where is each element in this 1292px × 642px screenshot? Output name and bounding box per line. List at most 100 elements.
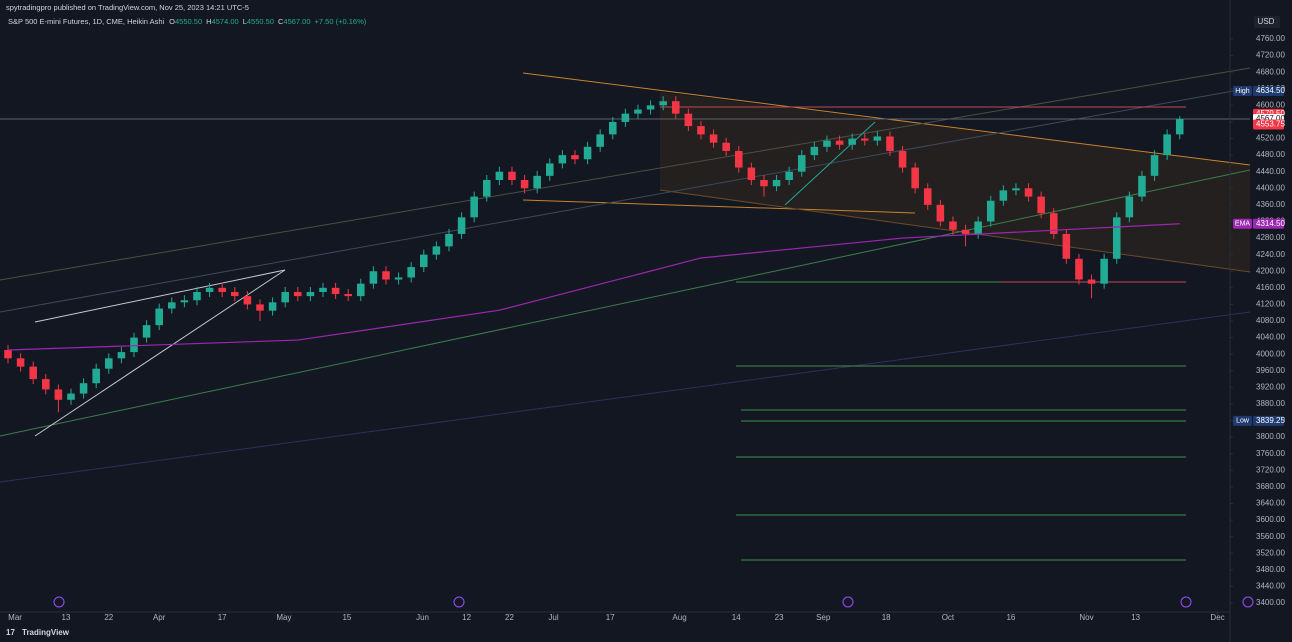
candle-body — [205, 287, 214, 292]
candle-body — [911, 167, 919, 189]
x-tick-label: Nov — [1079, 613, 1093, 622]
y-tick-label: 3440.00 — [1256, 582, 1285, 591]
candle-body — [508, 171, 516, 181]
candle-body — [848, 138, 856, 145]
candle-body — [42, 379, 50, 390]
x-tick-label: 13 — [62, 613, 71, 622]
ohlc-value: 4550.50 — [247, 17, 274, 26]
candle-body — [634, 109, 642, 114]
candle-body — [294, 291, 302, 297]
candle-body — [1100, 258, 1108, 284]
change: +7.50 (+0.16%) — [315, 17, 367, 26]
event-icons — [53, 596, 1254, 608]
y-tick-label: 4720.00 — [1256, 51, 1285, 60]
candle-body — [659, 101, 667, 106]
candle-body — [747, 167, 756, 181]
candle-body — [646, 105, 655, 110]
y-tick-label: 3560.00 — [1256, 532, 1285, 541]
price-tag-name: Low — [1236, 418, 1250, 425]
candle-body — [961, 229, 970, 234]
candle-body — [16, 358, 25, 367]
y-tick-label: 4160.00 — [1256, 283, 1285, 292]
price-tag-name-box — [1233, 415, 1252, 426]
x-tick-label: Mar — [8, 613, 22, 622]
currency[interactable]: USD — [1258, 17, 1275, 26]
x-tick-label: 22 — [104, 613, 113, 622]
candle-body — [79, 383, 88, 394]
x-tick-label: 18 — [882, 613, 891, 622]
candle-body — [1163, 134, 1171, 156]
y-tick-label: 3720.00 — [1256, 465, 1285, 474]
candle-body — [482, 180, 491, 197]
trend-line — [34, 269, 286, 323]
candle-body — [54, 389, 63, 400]
event-icon[interactable] — [1242, 596, 1254, 608]
candle-body — [243, 296, 252, 305]
price-tag-label: 4579.50 — [1256, 109, 1285, 118]
candle-body — [583, 146, 592, 160]
price-tag-name-box — [1233, 218, 1252, 229]
event-icon[interactable] — [453, 596, 465, 608]
candle-body — [231, 291, 239, 297]
x-tick-label: Oct — [942, 613, 955, 622]
ohlc-value: 4567.00 — [283, 17, 310, 26]
candle-body — [394, 277, 403, 280]
ohlc-key: L — [243, 17, 247, 26]
candle-body — [986, 200, 995, 222]
candle-body — [810, 146, 819, 156]
y-tick-label: 3480.00 — [1256, 565, 1285, 574]
candle-body — [92, 368, 100, 384]
ohlc-value: 4574.00 — [212, 17, 239, 26]
channel-fill — [660, 92, 1250, 272]
price-tag-name: EMA — [1235, 221, 1251, 228]
y-tick-label: 4120.00 — [1256, 300, 1285, 309]
y-tick-label: 4000.00 — [1256, 349, 1285, 358]
candle-body — [319, 287, 327, 292]
candle-body — [1037, 196, 1045, 214]
candle-body — [268, 302, 277, 311]
trend-line — [522, 199, 916, 214]
candle-body — [142, 325, 151, 338]
price-tag-label: 4553.75 — [1256, 120, 1285, 129]
candle-body — [520, 180, 529, 189]
candle-body — [1175, 119, 1184, 135]
legend: S&P 500 E-mini Futures, 1D, CME, Heikin … — [8, 17, 367, 26]
candle-body — [357, 283, 365, 297]
candle-body — [281, 291, 289, 303]
trend-line — [784, 121, 876, 206]
event-icon[interactable] — [1180, 596, 1192, 608]
candle-body — [193, 291, 201, 301]
candle-body — [155, 308, 163, 326]
trend-line — [659, 189, 1251, 273]
candle-body — [1138, 175, 1146, 197]
y-tick-label: 4760.00 — [1256, 34, 1285, 43]
candle-body — [1062, 233, 1071, 259]
candle-body — [1087, 279, 1096, 284]
y-tick-label: 4360.00 — [1256, 200, 1285, 209]
event-icon[interactable] — [53, 596, 65, 608]
y-tick-label: 4280.00 — [1256, 233, 1285, 242]
publisher: spytradingpro published on TradingView.c… — [6, 3, 249, 12]
candle-body — [709, 134, 718, 143]
candle-body — [306, 291, 315, 297]
candle-body — [558, 155, 567, 164]
event-icon[interactable] — [842, 596, 854, 608]
candle-body — [923, 188, 932, 205]
x-tick-label: Sep — [816, 613, 831, 622]
candle-body — [797, 155, 806, 172]
candle-body — [860, 138, 869, 141]
candle-body — [785, 171, 793, 181]
candle-body — [898, 150, 907, 168]
ohlc-key: O — [169, 17, 175, 26]
y-tick-label: 4680.00 — [1256, 67, 1285, 76]
y-tick-label: 3520.00 — [1256, 548, 1285, 557]
x-tick-label: 12 — [462, 613, 471, 622]
y-tick-label: 3960.00 — [1256, 366, 1285, 375]
candle-body — [495, 171, 504, 181]
candle-body — [760, 180, 768, 187]
y-tick-label: 4520.00 — [1256, 134, 1285, 143]
currency-box[interactable] — [1254, 16, 1280, 28]
x-tick-label: May — [276, 613, 291, 622]
candle-body — [1012, 188, 1020, 191]
